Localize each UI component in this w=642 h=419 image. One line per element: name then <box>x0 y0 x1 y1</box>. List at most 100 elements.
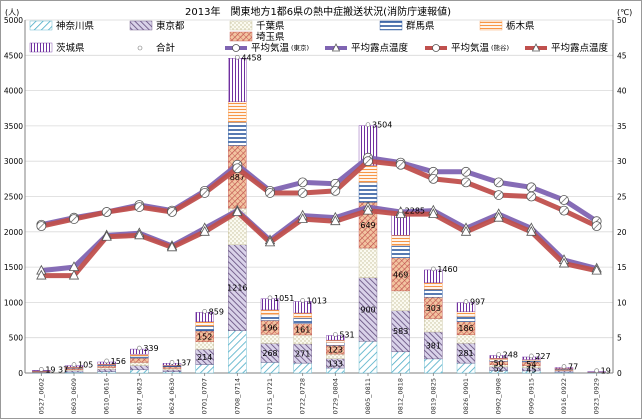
bar-inner-label: 381 <box>426 341 441 350</box>
bar-inner-label: 303 <box>426 304 441 313</box>
legend-sub-label: (東京) <box>291 43 309 52</box>
total-markers: 19 37 105 156 339 137 859 4458 1051 1013 531 3504 2… <box>39 53 611 376</box>
x-tick-label: 0708_0714 <box>233 378 241 414</box>
y-right-tick-label: 5 <box>617 334 622 343</box>
line-marker-triangle <box>330 215 341 226</box>
total-label: 248 <box>503 350 518 359</box>
y-right-tick-label: 10 <box>617 298 627 307</box>
bar-segment-dots <box>195 341 214 350</box>
bar-segment-hline <box>456 316 476 322</box>
total-marker <box>300 298 305 303</box>
bar-segment-dots <box>326 353 345 359</box>
bar-segment-diag-light <box>260 362 280 374</box>
bar-segment-hline-dense <box>424 282 443 290</box>
line-marker-triangle <box>395 208 406 219</box>
total-marker <box>431 266 436 272</box>
total-label: 156 <box>111 357 126 366</box>
bar-segment-hline-dense <box>456 311 476 317</box>
line-marker-triangle <box>297 213 308 223</box>
bar-segment-dots <box>358 247 378 278</box>
x-tick-label: 0819_0825 <box>429 378 437 414</box>
y-right-tick-label: 35 <box>617 122 627 131</box>
line-marker-hatch <box>299 179 306 186</box>
x-tick-label: 0701_0707 <box>201 378 209 414</box>
total-marker <box>561 364 567 369</box>
legend-label: 合計 <box>156 42 176 54</box>
legend-label: 平均露点温度 <box>551 42 609 54</box>
bar-segment-dots <box>456 334 476 344</box>
legend-swatch <box>29 20 53 31</box>
line-marker-hatch <box>299 189 306 197</box>
legend-total-marker <box>137 45 143 51</box>
bar-segment-diag-light <box>293 362 312 374</box>
y-left-tick-label: 1000 <box>4 298 23 307</box>
total-label: 19 37 <box>45 365 68 374</box>
line-marker-hatch <box>397 161 404 169</box>
bar-segment-hline-dense <box>195 321 214 327</box>
bar-segment-hline-dense <box>228 101 247 123</box>
bar-inner-label: 45 <box>526 365 536 374</box>
total-label: 77 <box>568 363 578 372</box>
y-right-unit: (℃) <box>617 8 632 17</box>
line-marker-triangle <box>493 211 504 222</box>
total-label: 997 <box>470 298 485 307</box>
total-marker <box>39 367 44 372</box>
legend-sub-label: (熊谷) <box>491 43 509 52</box>
line-marker-triangle <box>36 269 47 280</box>
total-label: 1460 <box>437 265 457 274</box>
line-marker-hatch <box>560 196 568 204</box>
total-label: 105 <box>78 361 93 370</box>
line-marker-hatch <box>462 179 470 186</box>
bar-inner-label: 50 <box>494 359 504 368</box>
total-label: 227 <box>535 352 550 361</box>
line-marker-hatch <box>70 215 78 223</box>
x-tick-label: 0722_0728 <box>299 378 307 414</box>
legend-swatch <box>229 31 253 42</box>
line-marker-triangle <box>199 225 210 236</box>
temperature-lines <box>36 152 602 280</box>
total-marker <box>529 353 534 359</box>
bar-inner-label: 268 <box>262 349 277 358</box>
legend-marker-circle <box>432 44 440 52</box>
line-marker-hatch <box>462 168 470 176</box>
y-axis-left: 0 500 1000 1500 2000 2500 3000 3500 4000 4500 5000 <box>4 16 23 378</box>
bar-segment-diag-dark <box>130 365 149 371</box>
line-marker-triangle <box>591 264 602 275</box>
total-marker <box>202 309 207 314</box>
line-marker-hatch <box>593 222 600 230</box>
bar-inner-label: 469 <box>393 270 408 279</box>
bar-segment-hline-dense <box>391 234 410 246</box>
legend-label: 平均気温 <box>251 42 290 54</box>
bar-inner-label: 186 <box>458 324 473 333</box>
bar-segment-hline-dense <box>130 353 149 357</box>
legend-marker-triangle <box>531 43 541 52</box>
bar-segment-hline <box>391 245 410 258</box>
line-marker-hatch <box>136 203 143 211</box>
bar-inner-labels: 214 152 1216 887 268 196 271 161 133 123 900 649 583… <box>197 173 536 375</box>
line-marker-hatch <box>266 189 274 197</box>
x-tick-label: 0715_0721 <box>266 378 274 414</box>
bar-inner-label: 123 <box>328 346 343 355</box>
line-marker-hatch <box>430 168 437 176</box>
y-left-tick-label: 1500 <box>4 263 23 272</box>
x-tick-label: 0902_0908 <box>495 378 503 414</box>
bar-segment-dots <box>293 334 312 345</box>
line-marker-triangle <box>232 206 243 216</box>
bar-segment-diag-light <box>391 351 410 374</box>
bar-inner-label: 281 <box>458 349 473 358</box>
x-tick-label: 0805_0811 <box>364 378 372 414</box>
total-marker <box>365 122 371 127</box>
legend-swatch <box>229 20 253 31</box>
total-marker <box>398 208 403 213</box>
legend-swatch <box>129 20 153 31</box>
legend-label: 栃木県 <box>506 20 535 32</box>
bar-segment-diag-light <box>228 330 247 374</box>
bar-segment-dots <box>424 318 443 333</box>
x-tick-label: 0624_0630 <box>168 378 176 414</box>
line-series <box>38 208 600 279</box>
y-right-tick-label: 45 <box>617 51 627 60</box>
total-marker <box>71 362 77 367</box>
line-marker-hatch <box>332 187 339 195</box>
